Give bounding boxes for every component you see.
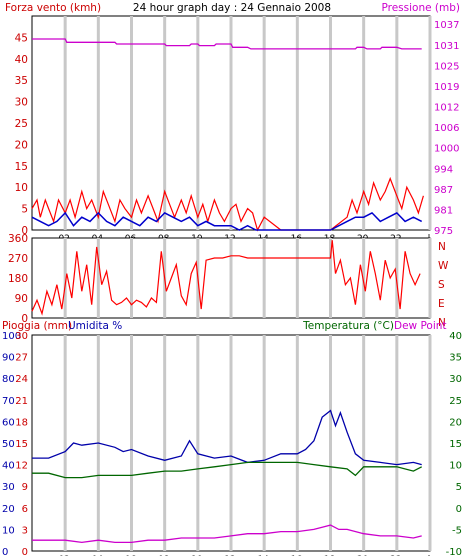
y-tick-rain: 9 bbox=[22, 482, 28, 493]
y-tick-left: 30 bbox=[15, 97, 28, 109]
rain-humidity-temp-chart: Pioggia (mm) Umidita % Temperatura (°C) … bbox=[2, 320, 462, 556]
y-tick-right: 987 bbox=[434, 185, 453, 196]
y-tick-direction: 0 bbox=[21, 313, 28, 325]
y-tick-rain: 24 bbox=[15, 374, 28, 385]
humidity-axis-label: Umidita % bbox=[68, 320, 122, 332]
y-tick-left: 0 bbox=[21, 225, 28, 237]
y-tick-right: 1000 bbox=[434, 144, 459, 155]
y-tick-rain: 18 bbox=[15, 417, 28, 428]
y-tick-temperature: 10 bbox=[449, 461, 462, 472]
wind-axis-label: Forza vento (kmh) bbox=[5, 2, 101, 14]
y-tick-humidity: 60 bbox=[2, 417, 15, 428]
y-tick-left: 15 bbox=[15, 161, 28, 173]
y-tick-humidity: 80 bbox=[2, 374, 15, 385]
y-tick-left: 20 bbox=[15, 139, 28, 151]
y-tick-temperature: -10 bbox=[446, 547, 462, 556]
y-tick-humidity: 30 bbox=[2, 482, 15, 493]
y-tick-right: 1006 bbox=[434, 123, 459, 134]
y-tick-temperature: 30 bbox=[449, 374, 462, 385]
y-tick-temperature: 25 bbox=[449, 396, 462, 407]
y-tick-temperature: 35 bbox=[449, 353, 462, 364]
y-tick-temperature: 15 bbox=[449, 439, 462, 450]
chart-title: 24 hour graph day : 24 Gennaio 2008 bbox=[133, 2, 331, 14]
compass-label: N bbox=[438, 317, 446, 329]
compass-label: W bbox=[438, 260, 449, 272]
y-tick-direction: 90 bbox=[15, 293, 28, 305]
y-tick-humidity: 0 bbox=[2, 547, 8, 556]
y-tick-left: 40 bbox=[15, 54, 28, 66]
y-tick-right: 1012 bbox=[434, 103, 459, 114]
y-tick-rain: 27 bbox=[15, 353, 28, 364]
y-tick-humidity: 10 bbox=[2, 525, 15, 536]
y-tick-rain: 0 bbox=[22, 547, 28, 556]
y-tick-right: 1019 bbox=[434, 82, 459, 93]
avg-wind-line bbox=[31, 211, 423, 231]
y-tick-left: 10 bbox=[15, 182, 28, 194]
y-tick-right: 981 bbox=[434, 205, 453, 216]
y-tick-temperature: 0 bbox=[456, 504, 462, 515]
rain-axis-label: Pioggia (mm) bbox=[2, 320, 72, 332]
y-tick-temperature: 20 bbox=[449, 417, 462, 428]
y-tick-right: 1037 bbox=[434, 20, 459, 31]
temperature-line bbox=[32, 461, 422, 479]
y-tick-rain: 12 bbox=[15, 461, 28, 472]
y-tick-temperature: 5 bbox=[456, 482, 462, 493]
y-tick-humidity: 20 bbox=[2, 504, 15, 515]
y-tick-humidity: 90 bbox=[2, 353, 15, 364]
compass-label: N bbox=[438, 241, 446, 253]
dew-point-line bbox=[32, 524, 422, 544]
y-tick-temperature: -5 bbox=[452, 525, 462, 536]
compass-label: E bbox=[438, 298, 445, 310]
y-tick-temperature: 40 bbox=[449, 331, 462, 342]
temp-axis-label: Temperatura (°C) bbox=[302, 320, 394, 332]
y-tick-left: 35 bbox=[15, 75, 28, 87]
y-tick-left: 5 bbox=[21, 204, 28, 216]
y-tick-humidity: 100 bbox=[2, 331, 21, 342]
y-tick-rain: 30 bbox=[15, 331, 28, 342]
y-tick-direction: 360 bbox=[8, 233, 28, 245]
y-tick-right: 975 bbox=[434, 226, 453, 237]
y-tick-right: 1025 bbox=[434, 61, 459, 72]
compass-label: S bbox=[438, 279, 445, 291]
y-tick-rain: 3 bbox=[22, 525, 28, 536]
y-tick-direction: 270 bbox=[8, 253, 28, 265]
y-tick-rain: 15 bbox=[15, 439, 28, 450]
y-tick-left: 45 bbox=[15, 32, 28, 44]
pressure-line bbox=[32, 38, 422, 50]
y-tick-direction: 180 bbox=[8, 273, 28, 285]
direction-line bbox=[31, 240, 421, 316]
y-tick-left: 25 bbox=[15, 118, 28, 130]
y-tick-rain: 21 bbox=[15, 396, 28, 407]
y-tick-rain: 6 bbox=[22, 504, 28, 515]
dew-axis-label: Dew Point bbox=[394, 320, 447, 332]
y-tick-humidity: 40 bbox=[2, 461, 15, 472]
pressure-axis-label: Pressione (mb) bbox=[381, 2, 460, 14]
wind-pressure-chart: Forza vento (kmh) 24 hour graph day : 24… bbox=[5, 2, 460, 244]
y-tick-right: 1031 bbox=[434, 41, 459, 52]
gust-line bbox=[31, 176, 424, 232]
y-tick-right: 994 bbox=[434, 164, 453, 175]
y-tick-humidity: 70 bbox=[2, 396, 15, 407]
y-tick-humidity: 50 bbox=[2, 439, 15, 450]
